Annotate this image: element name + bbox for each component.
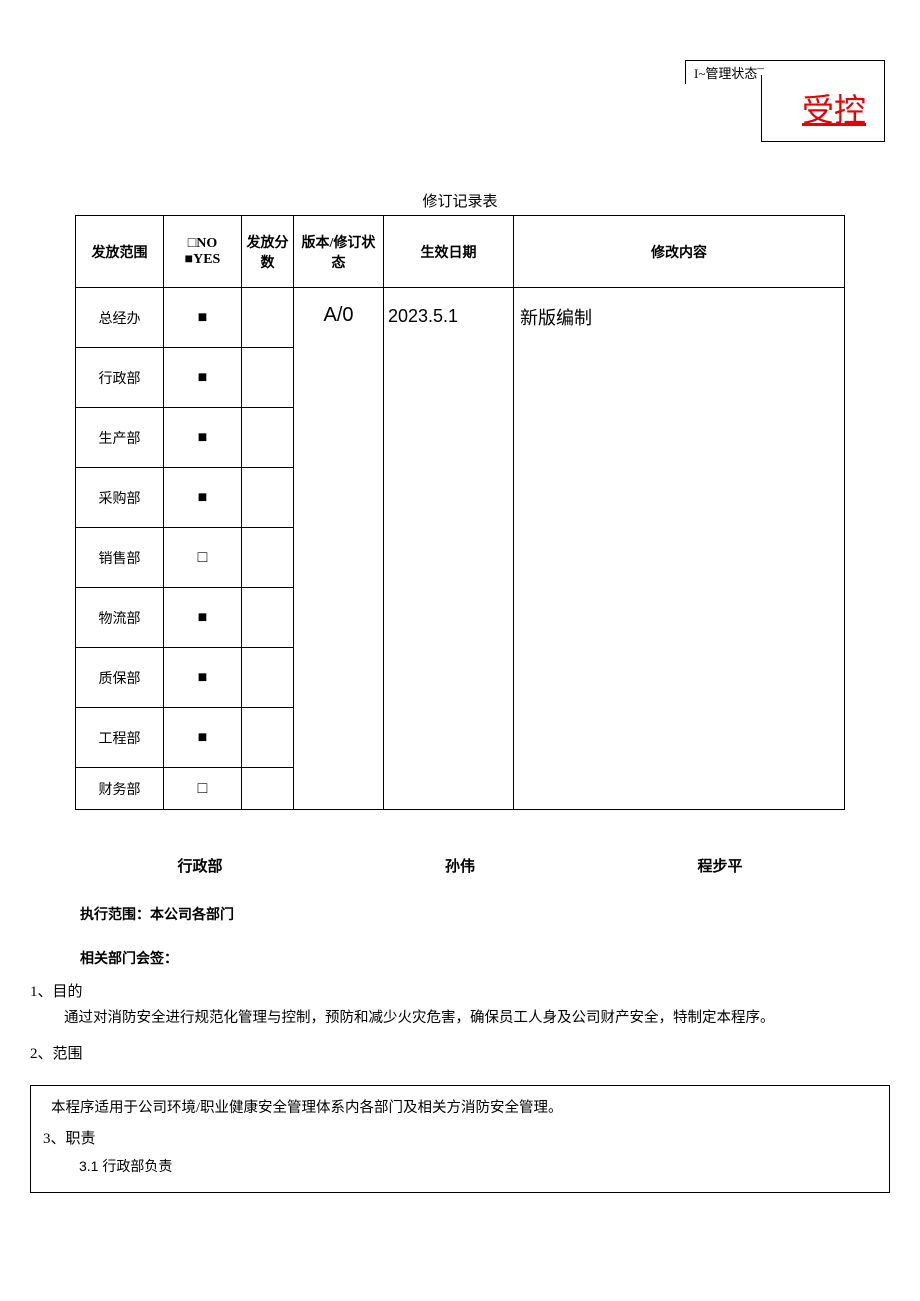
section-1-body: 通过对消防安全进行规范化管理与控制，预防和减少火灾危害，确保员工人身及公司财产安…: [64, 1007, 890, 1030]
cell-mark: □: [164, 528, 242, 588]
cell-score: [242, 648, 294, 708]
cell-mark: ■: [164, 288, 242, 348]
exec-scope: 执行范围：本公司各部门: [80, 904, 920, 924]
cell-dept: 物流部: [76, 588, 164, 648]
sig-dept: 行政部: [70, 855, 330, 876]
section-1-heading: 1、目的: [30, 980, 920, 1001]
section-2-body: 本程序适用于公司环境/职业健康安全管理体系内各部门及相关方消防安全管理。: [51, 1096, 877, 1117]
cell-dept: 财务部: [76, 768, 164, 810]
cell-version: A/0: [294, 288, 384, 810]
cell-score: [242, 468, 294, 528]
cell-dept: 工程部: [76, 708, 164, 768]
cell-dept: 行政部: [76, 348, 164, 408]
cell-score: [242, 408, 294, 468]
section-2-heading: 2、范围: [30, 1042, 920, 1063]
cell-mark: ■: [164, 408, 242, 468]
sig-reviewer: 孙伟: [330, 855, 590, 876]
cell-dept: 采购部: [76, 468, 164, 528]
cell-effdate: 2023.5.1: [384, 288, 514, 810]
cell-score: [242, 588, 294, 648]
cell-mark: ■: [164, 348, 242, 408]
dept-sign: 相关部门会签：: [80, 948, 920, 968]
th-yn: □NO ■YES: [164, 216, 242, 288]
cell-mark: ■: [164, 708, 242, 768]
th-effdate: 生效日期: [384, 216, 514, 288]
cell-dept: 质保部: [76, 648, 164, 708]
cell-dept: 生产部: [76, 408, 164, 468]
sig-approver: 程步平: [590, 855, 850, 876]
cell-dept: 销售部: [76, 528, 164, 588]
signature-row: 行政部 孙伟 程步平: [70, 855, 850, 876]
th-content: 修改内容: [514, 216, 845, 288]
revision-table: 发放范围 □NO ■YES 发放分数 版本/修订状态 生效日期 修改内容 总经办…: [75, 215, 845, 810]
th-score: 发放分数: [242, 216, 294, 288]
section-3-1: 3.1 行政部负责: [79, 1156, 877, 1176]
cell-content: 新版编制: [514, 288, 845, 810]
cell-mark: ■: [164, 588, 242, 648]
th-scope: 发放范围: [76, 216, 164, 288]
status-text: 受控: [802, 92, 866, 128]
cell-score: [242, 348, 294, 408]
cell-mark: ■: [164, 468, 242, 528]
cell-score: [242, 528, 294, 588]
cell-mark: ■: [164, 648, 242, 708]
cell-score: [242, 288, 294, 348]
table-row: 总经办 ■ A/0 2023.5.1 新版编制: [76, 288, 845, 348]
section-3-heading: 3、职责: [43, 1127, 877, 1148]
cell-score: [242, 708, 294, 768]
status-box: 受控: [761, 75, 885, 142]
table-title: 修订记录表: [0, 190, 920, 211]
cell-score: [242, 768, 294, 810]
cell-dept: 总经办: [76, 288, 164, 348]
bottom-box: 本程序适用于公司环境/职业健康安全管理体系内各部门及相关方消防安全管理。 3、职…: [30, 1085, 890, 1193]
cell-mark: □: [164, 768, 242, 810]
th-version: 版本/修订状态: [294, 216, 384, 288]
